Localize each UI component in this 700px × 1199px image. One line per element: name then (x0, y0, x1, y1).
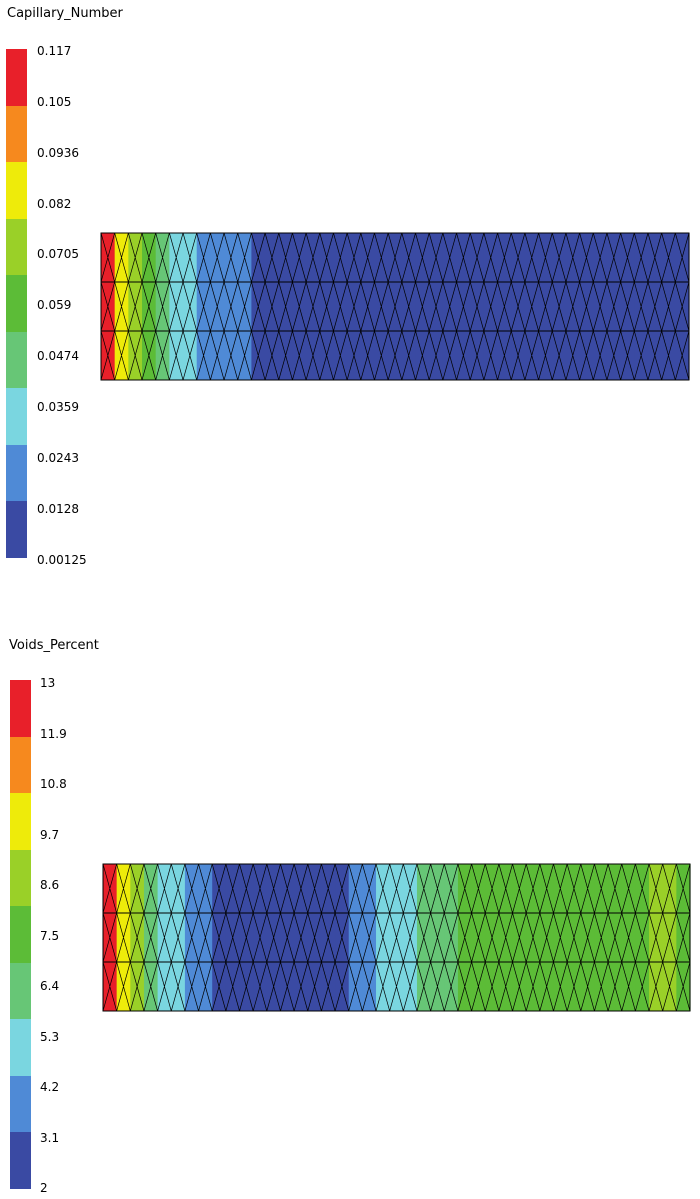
legend-swatch (6, 162, 27, 220)
mesh-row-lines (103, 912, 690, 963)
legend-label: 0.0359 (37, 399, 79, 414)
legend-swatch (6, 49, 27, 107)
legend-swatch (6, 501, 27, 559)
legend-label: 5.3 (40, 1029, 60, 1044)
legend-swatch (6, 444, 27, 502)
mesh-diagonals (102, 863, 691, 1012)
legend-label: 7.5 (40, 928, 60, 943)
legend-label: 10.8 (40, 777, 67, 791)
legend-swatch (6, 331, 27, 389)
color-legend-bar (10, 680, 31, 1190)
legend-label: 11.9 (40, 726, 67, 741)
legend-swatch (10, 1019, 31, 1077)
legend-swatch (6, 105, 27, 163)
mesh-edges (100, 232, 690, 381)
capillary-number-panel: Capillary_Number 0.117 0.105 0.0936 0.082 0.… (0, 0, 700, 590)
legend-swatch (10, 849, 31, 907)
legend-label: 0.0936 (37, 145, 79, 160)
legend-label: 0.0243 (37, 450, 79, 465)
legend-swatch (10, 793, 31, 851)
legend-swatch (6, 388, 27, 446)
legend-label: 6.4 (40, 979, 60, 993)
legend-swatch (6, 275, 27, 333)
legend-label: 0.0474 (37, 349, 79, 364)
legend-label: 13 (40, 676, 56, 690)
mesh-border (102, 863, 691, 1012)
legend-swatch (10, 1132, 31, 1190)
panel-title: Capillary_Number (7, 6, 123, 21)
color-legend-bar (6, 49, 27, 559)
legend-label: 9.7 (40, 827, 60, 842)
mesh-border (100, 232, 690, 381)
legend-label: 0.0128 (37, 501, 79, 516)
legend-label: 0.105 (37, 94, 72, 109)
panel-title: Voids_Percent (9, 638, 99, 653)
legend-label: 0.082 (37, 196, 72, 211)
legend-label: 0.059 (37, 298, 72, 313)
legend-swatch (10, 680, 31, 738)
legend-swatch (6, 218, 27, 276)
legend-swatch (10, 1075, 31, 1133)
mesh-plot (102, 863, 691, 1012)
mesh-row-lines (101, 281, 689, 332)
legend-label: 0.117 (37, 44, 72, 58)
legend-label: 8.6 (40, 878, 60, 892)
mesh-diagonals (100, 232, 690, 381)
mesh-edges (102, 863, 691, 1012)
legend-label: 0.0705 (37, 247, 79, 262)
legend-swatch (10, 906, 31, 964)
legend-label: 4.2 (40, 1080, 60, 1094)
legend-label: 2 (40, 1181, 48, 1195)
legend-swatch (10, 962, 31, 1020)
legend-label: 3.1 (40, 1130, 60, 1145)
mesh-plot (100, 232, 690, 381)
legend-swatch (10, 736, 31, 794)
legend-label: 0.00125 (37, 552, 87, 567)
